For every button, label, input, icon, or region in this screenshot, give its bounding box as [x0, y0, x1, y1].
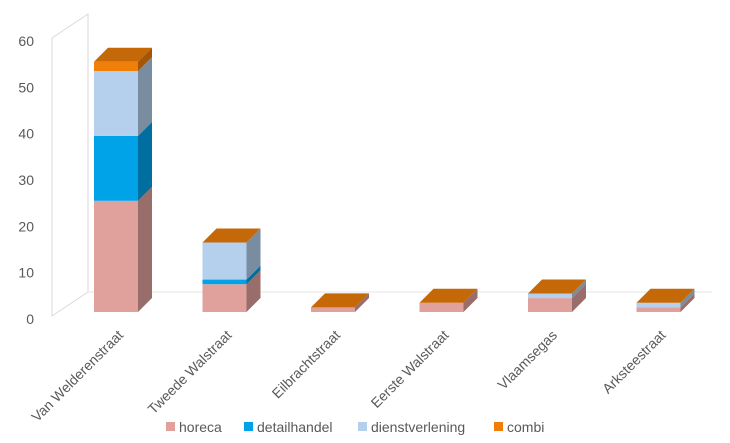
category-labels: Van Welderenstraat Tweede Walstraat Eilbra…	[28, 327, 668, 425]
bar-top-cap	[311, 293, 369, 308]
category-label: Van Welderenstraat	[28, 327, 126, 425]
back-wall	[51, 13, 89, 317]
bar-segment-side	[355, 293, 369, 312]
bar-top-cap	[636, 288, 695, 303]
bar-segment-side	[572, 284, 586, 312]
bar-stack	[202, 228, 261, 312]
bar-top-cap	[528, 279, 586, 294]
bar-segment-horeca	[636, 307, 681, 312]
bar-segment-side	[138, 186, 152, 312]
legend-swatch	[494, 422, 503, 431]
y-tick-label: 10	[18, 265, 34, 281]
bar-segment-side	[246, 265, 261, 285]
bar-segment-side	[680, 293, 695, 312]
bar-stack	[636, 288, 695, 312]
bar-segment-dienstverlening	[94, 71, 138, 136]
legend-label: dienstverlening	[371, 419, 465, 435]
y-tick-label: 60	[18, 33, 34, 49]
category-label: Eerste Walstraat	[367, 327, 451, 411]
category-label: Arksteestraat	[599, 327, 669, 397]
bar-segment-side	[246, 228, 261, 280]
legend-swatch	[358, 422, 367, 431]
bar-top-cap	[419, 288, 478, 303]
bar-segment-combi	[94, 61, 138, 72]
y-tick-label: 20	[18, 218, 34, 234]
bar-segment-horeca	[94, 200, 138, 312]
y-tick-label: 0	[26, 311, 34, 327]
bar-stack	[419, 288, 478, 312]
legend-item-combi: combi	[494, 419, 544, 435]
bar-segment-dienstverlening	[528, 293, 572, 299]
category-label: Tweede Walstraat	[144, 327, 234, 417]
legend-item-detailhandel: detailhandel	[244, 419, 333, 435]
bar-segment-side	[138, 57, 152, 136]
legend-swatch	[244, 422, 253, 431]
y-tick-label: 40	[18, 126, 34, 142]
legend-swatch	[166, 422, 175, 431]
legend-label: combi	[507, 419, 544, 435]
bar-segment-dienstverlening	[202, 242, 247, 280]
bar-segment-horeca	[528, 298, 572, 312]
y-tick-label: 50	[18, 79, 34, 95]
category-label: Eilbrachtstraat	[269, 327, 344, 402]
legend: horeca detailhandel dienstverlening combi	[166, 419, 544, 435]
bar-stack	[311, 293, 369, 312]
legend-item-horeca: horeca	[166, 419, 222, 435]
bar-segment-horeca	[202, 284, 247, 312]
bar-top-cap	[202, 228, 261, 243]
bar-segment-horeca	[419, 302, 464, 312]
bar-segment-horeca	[311, 307, 355, 312]
category-label: Vlaamsegas	[494, 327, 560, 393]
bar-segment-detailhandel	[94, 135, 138, 201]
legend-label: detailhandel	[257, 419, 333, 435]
bar-segment-side	[138, 121, 152, 201]
bar-stack	[94, 47, 152, 312]
bar-segment-side	[572, 279, 586, 299]
bar-segment-side	[463, 288, 478, 312]
legend-item-dienstverlening: dienstverlening	[358, 419, 465, 435]
axis: 0 10 20 30 40 50 60	[18, 13, 712, 327]
bar-segment-side	[138, 47, 152, 72]
bar-segment-detailhandel	[202, 279, 247, 285]
bar-segment-side	[246, 270, 261, 312]
bars	[94, 47, 695, 312]
y-tick-label: 30	[18, 172, 34, 188]
bar-top-cap	[94, 47, 152, 62]
bar-stack	[528, 279, 586, 312]
bar-segment-side	[680, 288, 695, 308]
bar-segment-dienstverlening	[636, 302, 681, 308]
legend-label: horeca	[179, 419, 222, 435]
